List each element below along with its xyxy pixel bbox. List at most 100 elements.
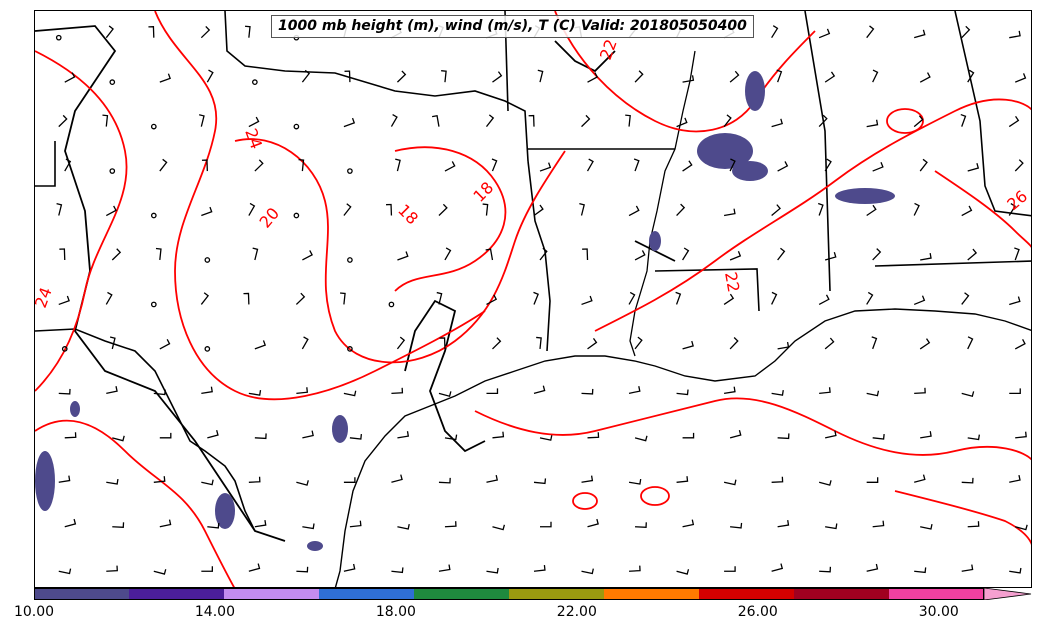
tx-panhandle-boundary [224, 11, 529, 162]
wind-barb [492, 337, 502, 350]
wind-barb [391, 387, 404, 395]
precip-blob-9 [649, 231, 661, 251]
wind-barb [207, 522, 220, 529]
wind-barb [967, 163, 980, 172]
colorbar-segment [509, 588, 605, 600]
precip-blob-6 [215, 493, 235, 529]
wind-barb [64, 158, 72, 172]
wind-barb [391, 567, 404, 574]
wind-barb [960, 113, 967, 127]
wind-barb [105, 25, 114, 39]
wind-barb [625, 114, 631, 127]
wind-barb [201, 206, 213, 217]
wind-barb [586, 158, 594, 172]
wind-barb [533, 291, 539, 305]
wind-barb [295, 292, 306, 305]
wind-barb [817, 202, 824, 216]
wind-barb [486, 294, 498, 306]
wind-barb [920, 431, 932, 439]
wind-barb [491, 158, 498, 172]
wind-barb [59, 248, 66, 261]
wind-barb [533, 478, 547, 485]
wind-barb [729, 250, 742, 261]
wind-barb [159, 73, 171, 83]
contour-label: 22 [721, 270, 743, 293]
colorbar-tick-label: 14.00 [194, 604, 235, 620]
wind-barb [492, 524, 506, 531]
wind-barb [824, 71, 836, 83]
wind-barb [628, 478, 642, 485]
wind-barb [771, 25, 779, 39]
wind-barb [252, 247, 259, 261]
wind-barb [723, 208, 736, 217]
wind-barb [961, 205, 973, 217]
calm-wind-circle [293, 123, 300, 130]
wind-barb [201, 159, 208, 172]
wind-barb [825, 523, 838, 530]
wind-barb [1014, 247, 1020, 261]
wind-barb [866, 119, 879, 128]
wind-barb [872, 69, 879, 83]
wind-barb [298, 158, 305, 172]
calm-wind-circle [204, 346, 211, 352]
wind-barb [159, 519, 172, 528]
wind-barb [109, 336, 116, 350]
wind-barb [824, 337, 835, 350]
precip-blob-2 [732, 161, 768, 181]
wind-barb [58, 568, 72, 575]
wind-barb [438, 564, 451, 572]
wind-barb [777, 519, 790, 528]
colorbar-segment [889, 588, 985, 600]
wind-barb [397, 251, 409, 261]
wind-barb [391, 474, 403, 483]
height-contour-1 [35, 25, 286, 542]
colorbar-segment [604, 588, 700, 600]
wind-barb [581, 475, 594, 483]
wind-barb [579, 203, 585, 216]
wind-barb [724, 566, 736, 572]
wind-barb [386, 203, 393, 216]
wind-barb [723, 293, 735, 305]
temperature-contours [35, 11, 1031, 587]
wind-barb [581, 114, 591, 128]
wind-barb [872, 520, 885, 528]
wind-barb [866, 291, 874, 305]
wind-barb [730, 522, 743, 529]
height-contour-2 [404, 299, 486, 453]
wind-barb [914, 567, 927, 574]
temp-contour-l [640, 486, 670, 506]
wind-barb [343, 477, 356, 483]
al-ga-boundary [954, 11, 1031, 217]
precip-blob-10 [307, 541, 323, 551]
calm-wind-circle [61, 346, 68, 352]
wind-barb [112, 435, 125, 442]
wind-barb [296, 480, 309, 486]
wind-barb [112, 522, 125, 529]
wind-barb [390, 114, 398, 127]
temp-contour-b [154, 11, 486, 401]
wind-barb [961, 25, 971, 39]
wind-barb [344, 70, 351, 83]
calm-wind-circle [109, 168, 116, 174]
wind-barb [153, 476, 166, 483]
wind-barb [824, 158, 832, 172]
wind-barb [248, 563, 261, 572]
wind-barb [682, 519, 695, 528]
wind-barb [106, 478, 119, 485]
precip-blob-7 [35, 451, 55, 511]
wind-barb [444, 434, 458, 441]
wind-barb [105, 291, 113, 305]
wind-barb [913, 202, 920, 216]
wind-barb [913, 115, 924, 128]
colorbar [34, 588, 1032, 600]
colorbar-tick-label: 18.00 [375, 604, 416, 620]
wind-barb [244, 25, 251, 38]
wind-barb [913, 295, 926, 306]
wind-barb [201, 566, 213, 572]
wind-barb [967, 434, 981, 441]
calm-wind-circle [204, 257, 211, 263]
calm-wind-circle [150, 123, 157, 130]
wind-barb [866, 477, 879, 483]
wind-barb [635, 522, 647, 529]
wind-barb [871, 336, 878, 350]
